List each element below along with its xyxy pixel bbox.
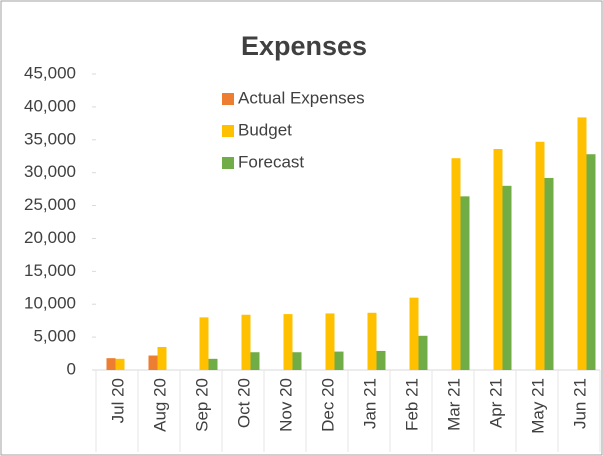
bar bbox=[250, 352, 260, 370]
y-tick-label: 40,000 bbox=[24, 96, 76, 115]
y-tick-label: 30,000 bbox=[24, 162, 76, 181]
bar bbox=[208, 358, 218, 370]
x-tick-label: Mar 21 bbox=[444, 378, 463, 431]
bar bbox=[283, 314, 293, 370]
x-tick-label: Nov 20 bbox=[276, 378, 295, 432]
legend-swatch bbox=[222, 125, 234, 137]
bar bbox=[544, 177, 554, 370]
bar bbox=[493, 148, 503, 370]
bar bbox=[586, 154, 596, 370]
bar bbox=[325, 313, 335, 370]
legend-label: Actual Expenses bbox=[238, 88, 365, 107]
bar bbox=[157, 346, 167, 370]
y-tick-label: 35,000 bbox=[24, 129, 76, 148]
x-tick-label: Apr 21 bbox=[486, 378, 505, 428]
bar bbox=[577, 117, 587, 370]
x-tick-label: Jun 21 bbox=[570, 378, 589, 429]
y-tick-label: 5,000 bbox=[33, 327, 76, 346]
bar bbox=[535, 141, 545, 370]
bar bbox=[367, 312, 377, 370]
bar bbox=[376, 350, 386, 370]
x-tick-label: Aug 20 bbox=[150, 378, 169, 432]
bar bbox=[115, 358, 125, 370]
legend-swatch bbox=[222, 157, 234, 169]
y-tick-label: 20,000 bbox=[24, 228, 76, 247]
bar bbox=[106, 358, 116, 370]
bar bbox=[199, 317, 209, 370]
bar bbox=[241, 314, 251, 370]
bar bbox=[460, 196, 470, 370]
x-tick-label: May 21 bbox=[528, 378, 547, 434]
x-tick-label: Jul 20 bbox=[108, 378, 127, 423]
x-tick-label: Jan 21 bbox=[360, 378, 379, 429]
y-tick-label: 15,000 bbox=[24, 261, 76, 280]
bar bbox=[451, 158, 461, 370]
bar bbox=[409, 297, 419, 370]
bar bbox=[502, 185, 512, 370]
y-tick-label: 10,000 bbox=[24, 294, 76, 313]
legend-label: Budget bbox=[238, 120, 292, 139]
legend-label: Forecast bbox=[238, 152, 304, 171]
x-tick-label: Oct 20 bbox=[234, 378, 253, 428]
bar bbox=[334, 351, 344, 370]
bar bbox=[292, 352, 302, 370]
bar bbox=[148, 355, 158, 370]
x-tick-label: Dec 20 bbox=[318, 378, 337, 432]
x-tick-label: Feb 21 bbox=[402, 378, 421, 431]
y-tick-label: 25,000 bbox=[24, 195, 76, 214]
y-tick-label: 0 bbox=[67, 359, 76, 378]
legend-swatch bbox=[222, 93, 234, 105]
bar bbox=[418, 335, 428, 370]
y-tick-label: 45,000 bbox=[24, 63, 76, 82]
chart-title: Expenses bbox=[241, 31, 367, 61]
x-tick-label: Sep 20 bbox=[192, 378, 211, 432]
